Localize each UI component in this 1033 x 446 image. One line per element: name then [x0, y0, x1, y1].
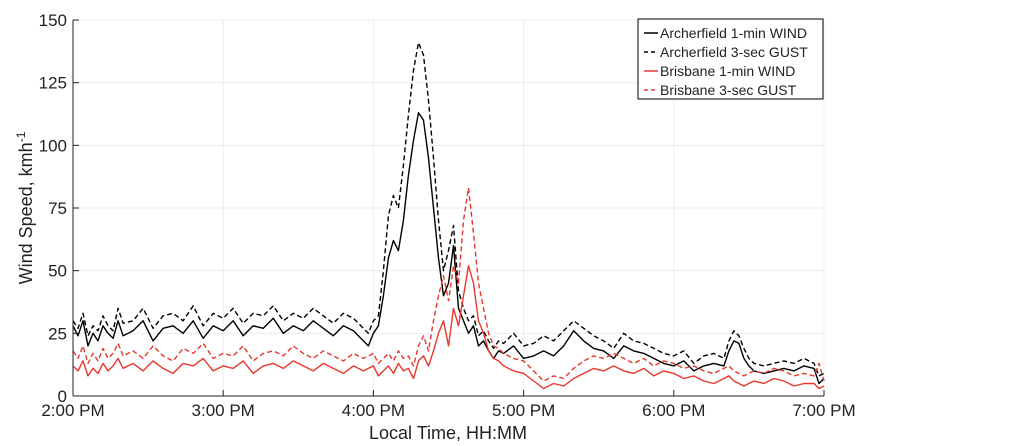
x-axis-label: Local Time, HH:MM — [369, 423, 527, 441]
x-tick-label: 5:00 PM — [492, 401, 555, 420]
series-lines — [72, 41, 825, 390]
y-axis-label-text: Wind Speed, kmh — [16, 142, 36, 284]
x-tick-label: 6:00 PM — [642, 401, 705, 420]
series-line-2 — [72, 41, 825, 377]
x-tick-label: 2:00 PM — [41, 401, 104, 420]
series-line-3 — [72, 265, 825, 390]
y-tick-label: 25 — [48, 324, 67, 343]
tick-labels: 0 25 50 75 100 125 150 2:00 PM 3:00 PM 4:00 PM 5:0… — [39, 11, 856, 420]
y-axis-label: Wind Speed, kmh-1 — [14, 131, 36, 284]
legend-label: Brisbane 1-min WIND — [660, 63, 795, 79]
legend-box — [637, 18, 824, 100]
y-tick-label: 125 — [39, 74, 67, 93]
legend: Archerfield 1-min WIND Archerfield 3-sec … — [637, 18, 824, 100]
x-tick-label: 3:00 PM — [192, 401, 255, 420]
y-tick-label: 0 — [58, 387, 67, 406]
y-tick-label: 50 — [48, 262, 67, 281]
y-axis-label-superscript: -1 — [14, 131, 28, 142]
legend-label: Brisbane 3-sec GUST — [660, 82, 797, 98]
series-line-1 — [72, 111, 825, 385]
x-tick-label: 7:00 PM — [792, 401, 855, 420]
series-line-4 — [72, 187, 825, 382]
legend-label: Archerfield 3-sec GUST — [660, 44, 808, 60]
x-tick-label: 4:00 PM — [342, 401, 405, 420]
y-tick-label: 100 — [39, 136, 67, 155]
y-tick-label: 150 — [39, 11, 67, 30]
y-tick-label: 75 — [48, 199, 67, 218]
legend-label: Archerfield 1-min WIND — [660, 25, 807, 41]
